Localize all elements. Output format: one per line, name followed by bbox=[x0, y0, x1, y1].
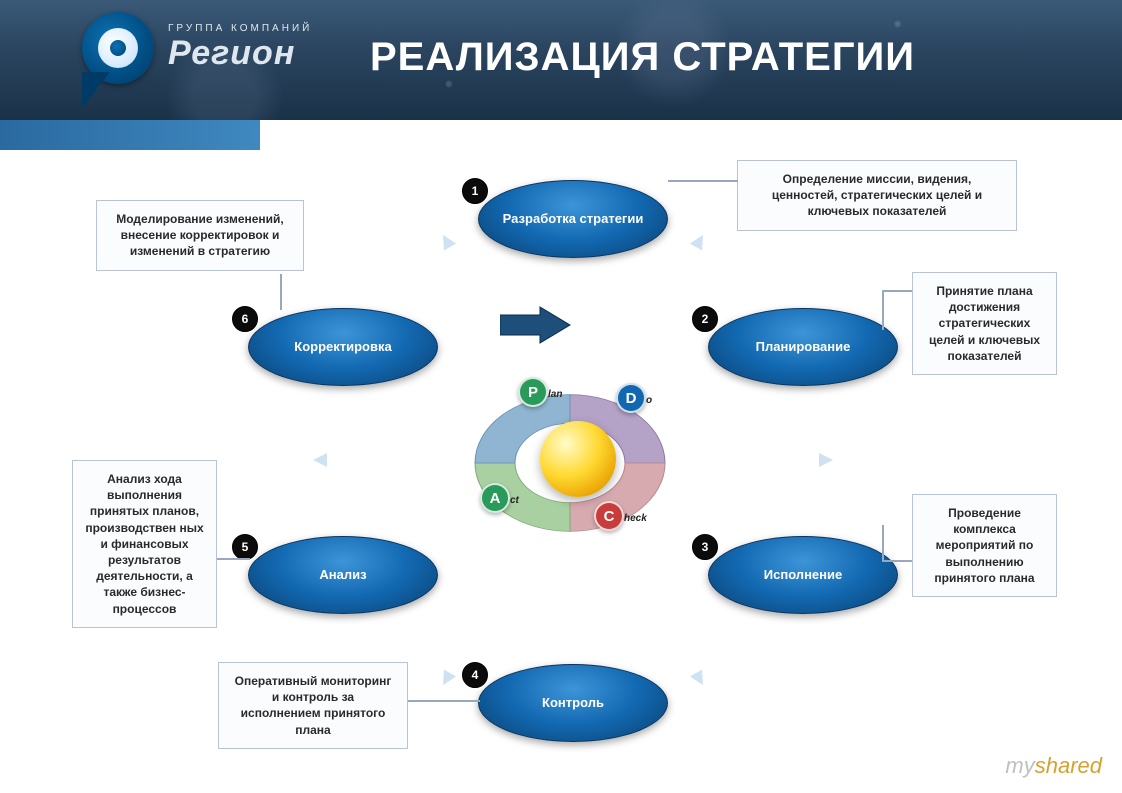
strategy-cycle-diagram: P lan D o C heck A ct Разработка стратег… bbox=[0, 160, 1122, 780]
callout-1: Определение миссии, видения, ценностей, … bbox=[737, 160, 1017, 231]
connector-line bbox=[280, 274, 282, 310]
node-4: Контроль bbox=[478, 664, 668, 742]
ring-chevron-icon bbox=[313, 453, 327, 467]
logo: ГРУППА КОМПАНИЙ Регион bbox=[82, 12, 312, 84]
node-2-label: Планирование bbox=[756, 339, 851, 355]
node-2: Планирование bbox=[708, 308, 898, 386]
ring-chevron-icon bbox=[819, 453, 833, 467]
brand-tagline: ГРУППА КОМПАНИЙ bbox=[168, 23, 312, 34]
brand-name: Регион bbox=[168, 34, 312, 73]
node-1: Разработка стратегии bbox=[478, 180, 668, 258]
pdca-c-badge: C bbox=[594, 501, 624, 531]
logo-tail-icon bbox=[82, 72, 110, 108]
callout-4: Оперативный мониторинг и контроль за исп… bbox=[218, 662, 408, 749]
node-1-badge: 1 bbox=[462, 178, 488, 204]
pdca-sphere-icon bbox=[540, 421, 616, 497]
watermark-b: shared bbox=[1035, 753, 1102, 778]
node-3-badge: 3 bbox=[692, 534, 718, 560]
node-3-label: Исполнение bbox=[764, 567, 842, 583]
node-5-badge: 5 bbox=[232, 534, 258, 560]
watermark-a: my bbox=[1005, 753, 1034, 778]
node-4-label: Контроль bbox=[542, 695, 604, 711]
callout-5: Анализ хода выполнения принятых планов, … bbox=[72, 460, 217, 628]
node-5-label: Анализ bbox=[319, 567, 366, 583]
connector-line bbox=[217, 558, 250, 560]
pdca-p-label: lan bbox=[548, 389, 562, 400]
header-bar: ГРУППА КОМПАНИЙ Регион РЕАЛИЗАЦИЯ СТРАТЕ… bbox=[0, 0, 1122, 120]
node-5: Анализ bbox=[248, 536, 438, 614]
node-6-label: Корректировка bbox=[294, 339, 391, 355]
pdca-c-label: heck bbox=[624, 513, 647, 524]
node-3: Исполнение bbox=[708, 536, 898, 614]
pdca-d-badge: D bbox=[616, 383, 646, 413]
page-title: РЕАЛИЗАЦИЯ СТРАТЕГИИ bbox=[370, 35, 915, 80]
pdca-a-label: ct bbox=[510, 495, 519, 506]
pdca-p-badge: P bbox=[518, 377, 548, 407]
pdca-center: P lan D o C heck A ct bbox=[440, 335, 700, 575]
callout-2: Принятие плана достижения стратегических… bbox=[912, 272, 1057, 375]
callout-6: Моделирование изменений, внесение коррек… bbox=[96, 200, 304, 271]
watermark: myshared bbox=[1005, 753, 1102, 779]
pdca-d-label: o bbox=[646, 395, 652, 406]
node-4-badge: 4 bbox=[462, 662, 488, 688]
connector-line bbox=[668, 180, 738, 182]
connector-line bbox=[882, 290, 884, 330]
connector-line bbox=[882, 525, 884, 561]
node-6-badge: 6 bbox=[232, 306, 258, 332]
callout-3: Проведение комплекса мероприятий по выпо… bbox=[912, 494, 1057, 597]
node-6: Корректировка bbox=[248, 308, 438, 386]
pdca-a-badge: A bbox=[480, 483, 510, 513]
node-2-badge: 2 bbox=[692, 306, 718, 332]
node-1-label: Разработка стратегии bbox=[503, 211, 644, 227]
sub-bar bbox=[0, 120, 260, 150]
connector-line bbox=[408, 700, 480, 702]
connector-line bbox=[882, 560, 912, 562]
connector-line bbox=[882, 290, 912, 292]
